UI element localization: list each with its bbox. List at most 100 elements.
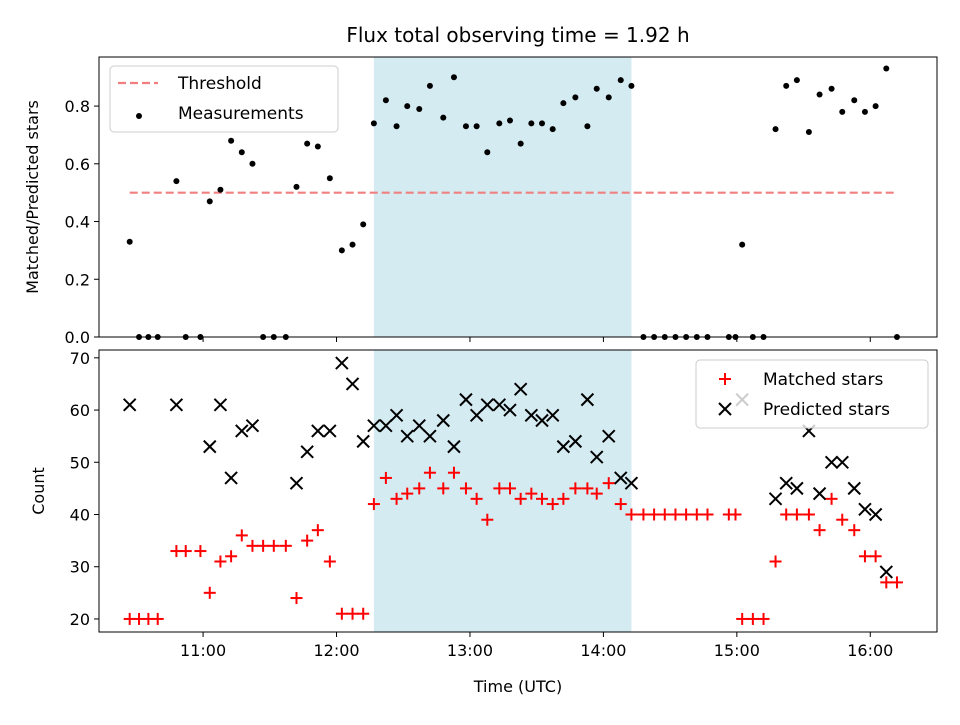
matched-star-point xyxy=(525,487,538,500)
predicted-star-point xyxy=(524,408,539,422)
measurement-point xyxy=(772,126,779,133)
cross-stroke-b xyxy=(224,471,238,485)
matched-star-point xyxy=(481,513,494,526)
count-legend: Matched stars Predicted stars xyxy=(695,359,929,429)
measurement-point xyxy=(206,198,213,205)
measurement-point xyxy=(349,241,356,248)
matched-star-point xyxy=(890,576,903,589)
measurement-point xyxy=(404,103,411,110)
matched-star-point xyxy=(769,555,782,568)
measurement-point xyxy=(816,91,823,98)
measurement-point xyxy=(593,85,600,92)
measurement-point xyxy=(739,241,746,248)
threshold-legend-label: Threshold xyxy=(177,74,262,94)
cross-stroke-b xyxy=(213,398,228,412)
cross-stroke-b xyxy=(367,419,381,433)
measurement-point xyxy=(370,120,377,127)
cross-stroke-b xyxy=(400,429,414,443)
measurement-point xyxy=(839,108,846,115)
measurement-point xyxy=(440,114,447,121)
cross-stroke-b xyxy=(614,471,628,485)
matched-legend-swatch xyxy=(719,373,731,385)
predicted-star-point xyxy=(345,377,360,391)
cross-stroke-b xyxy=(790,481,804,496)
cross-stroke-b xyxy=(345,377,360,391)
cross-stroke-b xyxy=(545,408,560,422)
matched-star-point xyxy=(590,487,603,500)
predicted-star-point xyxy=(768,492,783,506)
predicted-star-point xyxy=(169,398,184,412)
cross-stroke-b xyxy=(389,408,404,422)
cross-stroke-b xyxy=(835,455,849,469)
ratio-y-tick-label: 0.4 xyxy=(65,213,90,232)
measurement-point xyxy=(326,175,333,182)
predicted-star-point xyxy=(602,429,616,443)
cross-stroke-b xyxy=(847,481,861,496)
chart-title: Flux total observing time = 1.92 h xyxy=(346,23,689,47)
predicted-star-point xyxy=(122,398,137,412)
predicted-star-point xyxy=(868,507,883,522)
matched-star-point xyxy=(848,524,861,537)
predicted-star-point xyxy=(556,439,571,454)
measurement-point xyxy=(783,82,790,89)
cross-stroke-b xyxy=(436,413,450,428)
predicted-star-point xyxy=(812,486,827,501)
measurement-point xyxy=(426,82,433,89)
cross-stroke-b xyxy=(718,402,732,416)
matched-star-point xyxy=(503,482,516,495)
cross-stroke-b xyxy=(356,434,370,449)
cross-stroke-b xyxy=(556,439,571,454)
predicted-star-point xyxy=(335,356,349,370)
cross-stroke-b xyxy=(311,424,325,438)
cross-stroke-b xyxy=(580,392,595,407)
predicted-star-point xyxy=(224,471,238,485)
measurement-point xyxy=(450,74,457,81)
ratio-shaded-region xyxy=(373,57,632,337)
cross-stroke-b xyxy=(879,565,894,579)
cross-stroke-b xyxy=(779,476,793,490)
matched-star-point xyxy=(557,492,570,505)
matched-star-point xyxy=(357,607,370,620)
matched-star-point xyxy=(323,555,336,568)
matched-star-point xyxy=(658,508,671,521)
predicted-star-point xyxy=(235,424,249,438)
ratio-y-axis-label: Matched/Predicted stars xyxy=(23,100,42,294)
measurement-point xyxy=(793,77,800,84)
time-x-axis-label: Time (UTC) xyxy=(473,677,562,696)
predicted-star-point xyxy=(535,413,549,428)
time-x-tick-label: 11:00 xyxy=(180,641,226,660)
matched-star-point xyxy=(813,524,826,537)
predicted-star-point xyxy=(858,502,872,516)
measurement-legend-label: Measurements xyxy=(178,104,304,124)
measurement-point xyxy=(828,85,835,92)
cross-stroke-b xyxy=(868,507,883,522)
measurement-point xyxy=(173,178,180,185)
time-x-tick-label: 13:00 xyxy=(447,641,493,660)
measurement-point xyxy=(549,126,556,133)
measurement-point xyxy=(393,123,400,130)
time-x-tick-label: 12:00 xyxy=(313,641,359,660)
time-x-tick-label: 15:00 xyxy=(714,641,760,660)
cross-stroke-b xyxy=(858,502,872,516)
matched-star-point xyxy=(151,612,164,625)
cross-stroke-b xyxy=(235,424,249,438)
predicted-star-point xyxy=(879,565,894,579)
predicted-star-point xyxy=(379,419,393,433)
cross-stroke-b xyxy=(203,439,217,454)
count-shaded-region xyxy=(373,350,632,632)
matched-star-point xyxy=(836,513,849,526)
matched-star-point xyxy=(669,508,682,521)
predicted-star-point xyxy=(412,419,426,433)
count-legend-box xyxy=(695,359,929,429)
predicted-legend-swatch xyxy=(718,402,732,416)
predicted-star-point xyxy=(436,413,450,428)
measurement-point xyxy=(304,140,311,147)
cross-stroke-b xyxy=(423,429,437,443)
measurement-point xyxy=(228,137,235,144)
predicted-legend-label: Predicted stars xyxy=(763,400,890,420)
matched-star-point xyxy=(335,607,348,620)
matched-star-point xyxy=(257,539,270,552)
predicted-star-point xyxy=(568,434,583,449)
matched-star-point xyxy=(581,482,594,495)
